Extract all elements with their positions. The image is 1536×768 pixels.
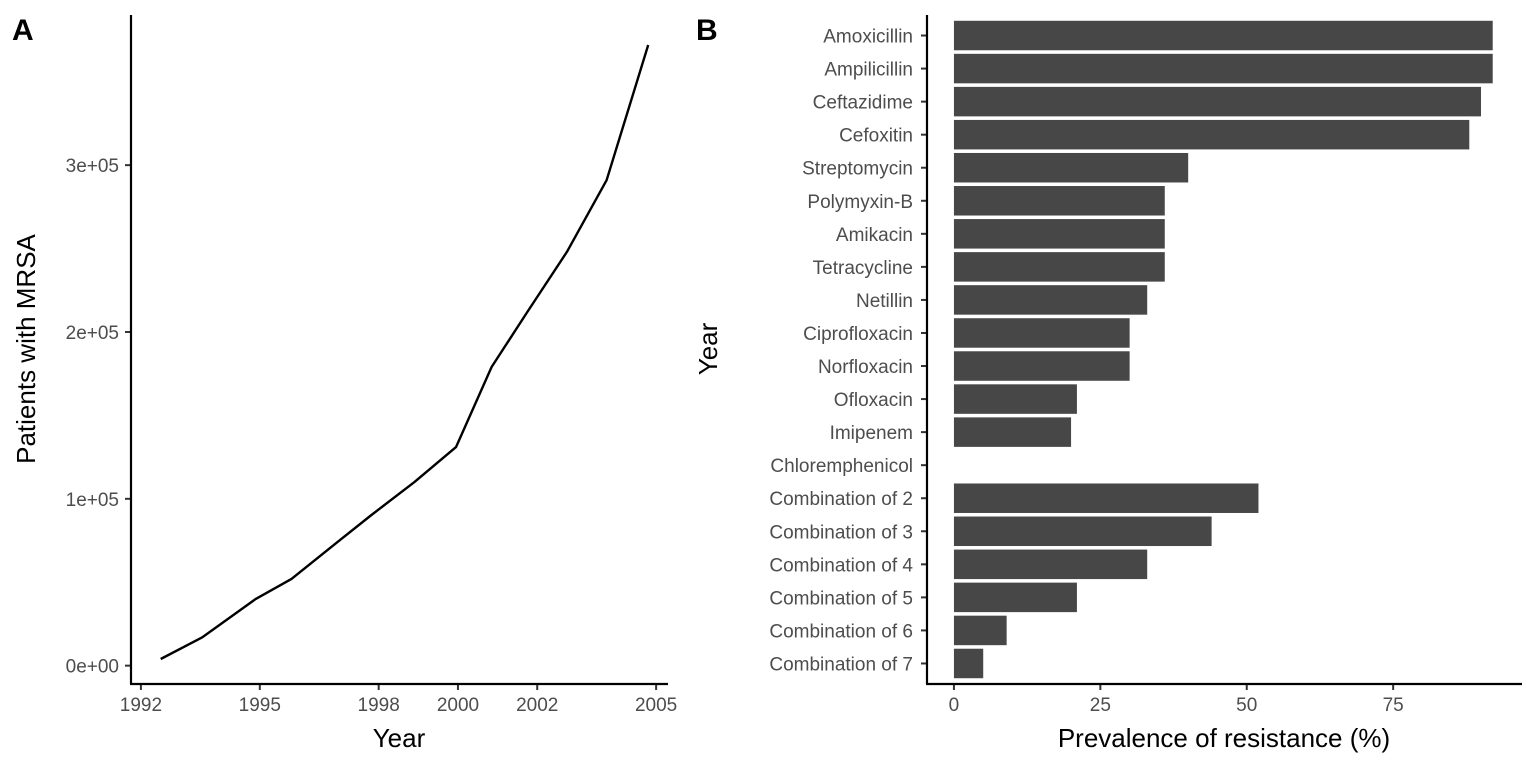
panel-a-x-tick-label: 1992 — [120, 695, 162, 716]
panel-a: A 1992 1995 1998 2000 2002 2005 0e+00 1e+05 2e+0… — [11, 14, 677, 753]
panel-b-category-label: Ofloxacin — [834, 390, 913, 411]
resistance-bar — [953, 582, 1077, 613]
panel-a-x-tick-label: 2005 — [635, 695, 677, 716]
panel-a-y-tick-label: 1e+05 — [66, 490, 119, 511]
resistance-bar — [953, 86, 1482, 117]
panel-b-category-label: Combination of 3 — [769, 522, 913, 543]
resistance-bar — [953, 483, 1259, 513]
panel-b-category-label: Combination of 6 — [769, 621, 913, 642]
panel-b-category-label: Tetracycline — [813, 258, 913, 279]
panel-b-category-label: Ampilicillin — [824, 60, 913, 81]
resistance-bar — [953, 351, 1130, 381]
panel-b-category-label: Cefoxitin — [839, 126, 913, 147]
panel-b-category-label: Streptomycin — [802, 159, 913, 180]
panel-a-x-axis-title: Year — [373, 723, 426, 753]
panel-a-x-tick-label: 1998 — [358, 695, 400, 716]
panel-b-category-label: Norfloxacin — [818, 357, 913, 378]
panel-b: B Amoxicillin Ampilicillin Ceftazidime Cefo… — [693, 14, 1522, 753]
panel-a-ticks: 1992 1995 1998 2000 2002 2005 0e+00 1e+05 2e+05 3… — [66, 156, 678, 716]
panel-a-y-tick-label: 3e+05 — [66, 156, 119, 177]
panel-b-category-label: Ciprofloxacin — [803, 324, 913, 345]
panel-a-y-tick-label: 2e+05 — [66, 323, 119, 344]
panel-b-ticks: Amoxicillin Ampilicillin Ceftazidime Cefoxi… — [769, 27, 1403, 716]
resistance-bar — [953, 318, 1130, 348]
panel-a-x-tick-label: 2002 — [516, 695, 558, 716]
panel-b-x-tick-label: 25 — [1090, 695, 1111, 716]
resistance-bar — [953, 516, 1212, 547]
resistance-bar — [953, 20, 1493, 51]
panel-b-category-label: Chloremphenicol — [770, 456, 913, 477]
resistance-bar — [953, 186, 1165, 216]
panel-b-category-label: Combination of 7 — [769, 654, 913, 675]
resistance-bar — [953, 384, 1077, 414]
resistance-bar — [953, 119, 1470, 150]
panel-b-category-label: Imipenem — [830, 423, 913, 444]
resistance-bar — [953, 417, 1072, 447]
resistance-bar — [953, 648, 984, 679]
resistance-bar — [953, 252, 1165, 282]
panel-b-category-label: Polymyxin-B — [807, 192, 913, 213]
resistance-bar — [953, 152, 1189, 183]
panel-b-x-tick-label: 0 — [949, 695, 960, 716]
panel-b-x-axis-title: Prevalence of resistance (%) — [1058, 723, 1390, 753]
resistance-bar — [953, 549, 1148, 580]
resistance-bar — [953, 53, 1493, 84]
panel-b-category-label: Ceftazidime — [813, 93, 913, 114]
panel-b-x-tick-label: 50 — [1236, 695, 1257, 716]
panel-b-category-label: Combination of 4 — [769, 555, 913, 576]
panel-a-y-axis-title: Patients with MRSA — [11, 233, 41, 463]
panel-b-category-label: Amoxicillin — [823, 27, 913, 48]
panel-b-bars — [953, 20, 1493, 679]
resistance-bar — [953, 285, 1148, 315]
panel-b-category-label: Combination of 5 — [769, 588, 913, 609]
panel-a-y-tick-label: 0e+00 — [66, 657, 119, 678]
panel-a-x-tick-label: 1995 — [239, 695, 281, 716]
panel-b-category-label: Netillin — [856, 291, 913, 312]
panel-b-x-tick-label: 75 — [1383, 695, 1404, 716]
panel-b-y-axis-title: Year — [693, 322, 723, 375]
panel-b-label: B — [696, 14, 718, 47]
resistance-bar — [953, 219, 1165, 249]
resistance-bar — [953, 615, 1007, 646]
mrsa-series-line — [160, 44, 650, 661]
panel-b-category-label: Amikacin — [836, 225, 913, 246]
panel-a-label: A — [12, 14, 34, 47]
panel-a-x-tick-label: 2000 — [437, 695, 479, 716]
panel-b-category-label: Combination of 2 — [769, 489, 913, 510]
